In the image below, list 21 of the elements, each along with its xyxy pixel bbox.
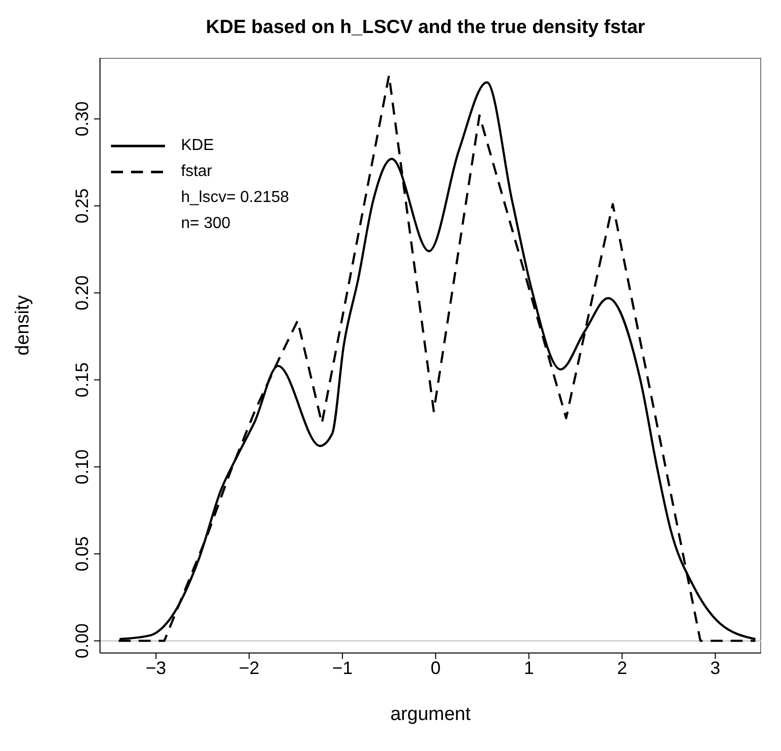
- y-tick-label: 0.30: [72, 101, 92, 136]
- annotation: n= 300: [180, 214, 232, 234]
- x-tick-label: 0: [430, 658, 441, 678]
- x-tick-label: −2: [238, 658, 260, 678]
- y-tick-label: 0.00: [72, 623, 92, 658]
- x-tick-label: 1: [524, 658, 534, 678]
- y-tick-label: 0.20: [72, 275, 92, 310]
- annotation: h_lscv= 0.2158: [180, 188, 290, 208]
- x-axis-title: argument: [390, 704, 472, 725]
- y-tick-label: 0.25: [72, 188, 92, 224]
- y-tick-label: 0.15: [72, 362, 92, 398]
- y-tick-label: 0.10: [72, 449, 92, 484]
- y-tick-label: 0.05: [72, 536, 92, 572]
- x-tick-label: 3: [710, 658, 720, 678]
- x-tick-label: 2: [617, 658, 628, 678]
- chart-title: KDE based on h_LSCV and the true density fstar: [204, 16, 646, 40]
- legend-label: KDE: [181, 136, 214, 156]
- x-tick-label: −1: [332, 658, 353, 678]
- legend-label: fstar: [181, 162, 212, 182]
- y-axis-title: density: [12, 294, 34, 356]
- x-tick-label: −3: [146, 658, 166, 678]
